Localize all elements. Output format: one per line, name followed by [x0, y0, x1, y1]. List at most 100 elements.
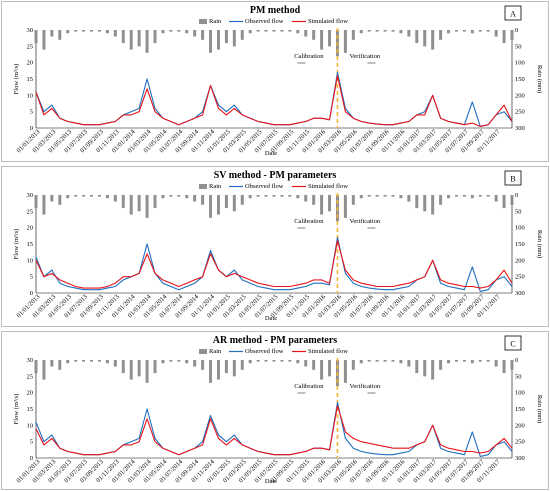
- rain-bar: [145, 195, 149, 218]
- rain-bar: [470, 195, 474, 199]
- rain-bar: [288, 360, 292, 362]
- rain-bar: [439, 195, 443, 205]
- rain-bar: [431, 30, 435, 50]
- rain-bar: [145, 30, 149, 53]
- y2-tick-label: 300: [515, 290, 525, 297]
- rain-bar: [42, 30, 46, 50]
- panel-border: [1, 166, 549, 327]
- rain-bar: [82, 360, 86, 362]
- rain-bar: [407, 195, 411, 202]
- rain-bar: [137, 195, 141, 212]
- y2-axis-label: Rain (mm): [536, 65, 543, 93]
- panel-title: AR method - PM parameters: [213, 335, 338, 346]
- legend: Rain Observed flow Simulated flow: [199, 183, 348, 190]
- rain-bar: [137, 30, 141, 47]
- rain-bar: [113, 195, 117, 202]
- rain-bar: [256, 195, 260, 197]
- rain-bar: [42, 360, 46, 380]
- rain-bar: [312, 30, 316, 40]
- rain-bar: [399, 360, 403, 364]
- rain-bar: [375, 30, 379, 32]
- y2-tick-label: 200: [515, 422, 525, 429]
- y-tick-label: 10: [27, 92, 34, 99]
- rain-bar: [343, 30, 347, 53]
- legend-label-simulated: Simulated flow: [308, 183, 348, 190]
- rain-bar: [415, 195, 419, 209]
- y-tick-label: 15: [27, 241, 34, 248]
- rain-bar: [478, 360, 482, 362]
- rain-bar: [391, 360, 395, 362]
- y2-tick-label: 50: [515, 43, 522, 50]
- rain-bar: [50, 195, 54, 202]
- legend-label-rain: Rain: [209, 18, 222, 25]
- rain-bar: [129, 195, 133, 215]
- y2-tick-label: 50: [515, 208, 522, 215]
- panel-letter: C: [510, 340, 515, 349]
- rain-bar: [105, 30, 109, 34]
- rain-bar: [280, 30, 284, 32]
- rain-bar: [177, 30, 181, 32]
- rain-bar: [351, 195, 355, 205]
- chart-panel-b: SV method - PM parameters B Rain Observed f…: [1, 166, 549, 327]
- rain-bar: [34, 30, 38, 44]
- rain-bar: [296, 195, 300, 199]
- y2-tick-label: 300: [515, 125, 525, 132]
- rain-bar: [66, 195, 70, 199]
- x-axis-label: Date: [265, 150, 277, 157]
- rain-bar: [423, 360, 427, 377]
- rain-bar: [272, 30, 276, 32]
- rain-bar: [193, 195, 197, 202]
- rain-bar: [359, 360, 363, 364]
- rain-bar: [502, 30, 506, 44]
- rain-bar: [224, 360, 228, 374]
- y-tick-label: 5: [30, 109, 33, 116]
- rain-bar: [74, 30, 78, 32]
- rain-bar: [97, 360, 101, 362]
- legend-swatch-rain: [199, 19, 207, 24]
- rain-bar: [264, 30, 268, 32]
- rain-bar: [74, 360, 78, 362]
- rain-bar: [367, 360, 371, 362]
- rain-bar: [185, 30, 189, 34]
- y2-tick-label: 200: [515, 92, 525, 99]
- y2-tick-label: 100: [515, 390, 525, 397]
- legend-label-rain: Rain: [209, 183, 222, 190]
- rain-bar: [439, 360, 443, 370]
- rain-bar: [50, 360, 54, 367]
- rain-bar: [105, 360, 109, 364]
- y-tick-label: 10: [27, 257, 34, 264]
- panel-letter: B: [510, 175, 515, 184]
- legend-swatch-rain: [199, 349, 207, 354]
- rain-bar: [34, 360, 38, 374]
- rain-bar: [58, 360, 62, 370]
- rain-bar: [320, 360, 324, 380]
- rain-bar: [280, 195, 284, 197]
- calibration-label: Calibration: [294, 383, 324, 390]
- legend-label-observed: Observed flow: [245, 183, 284, 190]
- y-tick-label: 0: [30, 290, 33, 297]
- rain-bar: [232, 360, 236, 377]
- series-simulated-flow: [35, 240, 513, 289]
- rain-bar: [145, 360, 149, 383]
- rain-bar: [328, 360, 332, 377]
- verification-label: Verification: [349, 218, 380, 225]
- rain-bar: [431, 360, 435, 380]
- rain-bar: [66, 30, 70, 34]
- rain-bar: [391, 195, 395, 197]
- rain-bar: [304, 30, 308, 37]
- rain-bar: [304, 195, 308, 202]
- rain-bar: [58, 195, 62, 205]
- rain-bar: [383, 195, 387, 197]
- y-tick-label: 30: [27, 27, 34, 34]
- rain-bar: [470, 30, 474, 34]
- y2-tick-label: 50: [515, 373, 522, 380]
- y-axis-label: Flow (m³/s): [13, 394, 20, 425]
- legend-label-simulated: Simulated flow: [308, 348, 348, 355]
- y-tick-label: 30: [27, 192, 34, 199]
- y-tick-label: 25: [27, 373, 34, 380]
- calibration-label: Calibration: [294, 218, 324, 225]
- x-axis-label: Date: [265, 478, 277, 485]
- rain-bar: [431, 195, 435, 215]
- rain-bar: [351, 30, 355, 40]
- y2-tick-label: 150: [515, 241, 525, 248]
